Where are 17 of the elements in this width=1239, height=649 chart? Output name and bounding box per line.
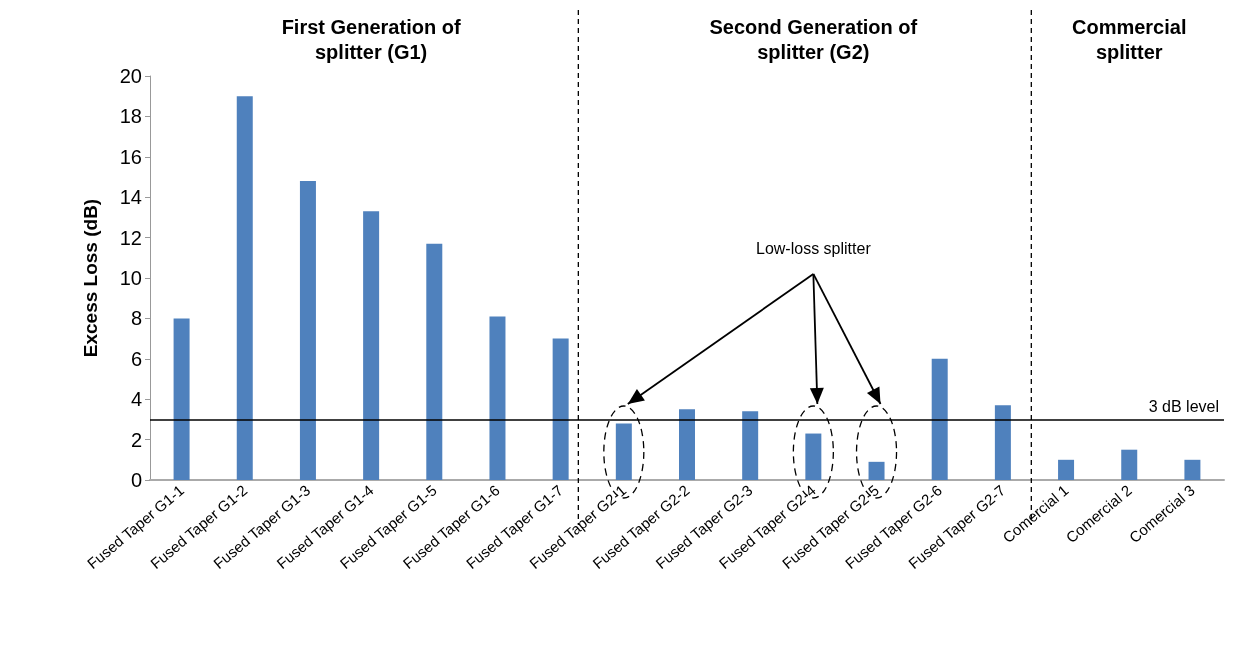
ref-line-label: 3 dB level: [1148, 397, 1219, 415]
y-tick-label: 0: [130, 469, 142, 491]
text: Second Generation of splitter (G2): [709, 16, 918, 63]
y-tick-label: 6: [130, 347, 142, 370]
y-tick-label: 20: [119, 65, 142, 87]
text: Commercial splitter: [1071, 16, 1187, 63]
y-tick-label: 14: [119, 186, 142, 209]
y-tick-label: 10: [119, 267, 142, 289]
y-tick-label: 12: [119, 226, 142, 249]
y-axis-title: Excess Loss (dB): [80, 198, 101, 358]
y-tick-label: 4: [130, 388, 142, 411]
y-tick-label: 2: [130, 428, 142, 451]
y-tick-label: 16: [119, 145, 142, 168]
y-tick-label: 18: [119, 105, 142, 128]
y-tick-label: 8: [130, 307, 142, 330]
annotation: Low-loss splitter: [756, 239, 872, 257]
text: First Generation of splitter (G1): [281, 16, 461, 63]
